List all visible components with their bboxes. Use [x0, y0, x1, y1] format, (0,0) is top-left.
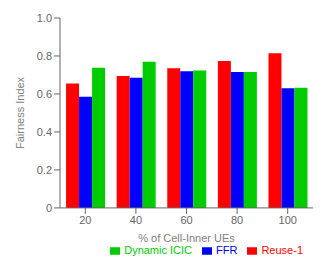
svg-text:0.6: 0.6 — [37, 88, 52, 100]
svg-text:0: 0 — [46, 202, 52, 214]
svg-text:0.4: 0.4 — [37, 126, 52, 138]
html-text:Reuse-1: Reuse-1 — [261, 243, 303, 256]
svg-text:20: 20 — [79, 214, 91, 226]
svg-text:60: 60 — [180, 214, 192, 226]
html-text:Dynamic ICIC: Dynamic ICIC — [124, 243, 192, 256]
svg-text:Fairness Index: Fairness Index — [14, 76, 26, 149]
svg-text:1.0: 1.0 — [37, 12, 52, 24]
html-text:FFR: FFR — [216, 243, 238, 256]
svg-text:80: 80 — [231, 214, 243, 226]
svg-text:0.2: 0.2 — [37, 164, 52, 176]
svg-text:100: 100 — [279, 214, 297, 226]
svg-text:40: 40 — [130, 214, 142, 226]
svg-text:% of Cell-Inner UEs: % of Cell-Inner UEs — [138, 232, 235, 244]
svg-text:0.8: 0.8 — [37, 50, 52, 62]
